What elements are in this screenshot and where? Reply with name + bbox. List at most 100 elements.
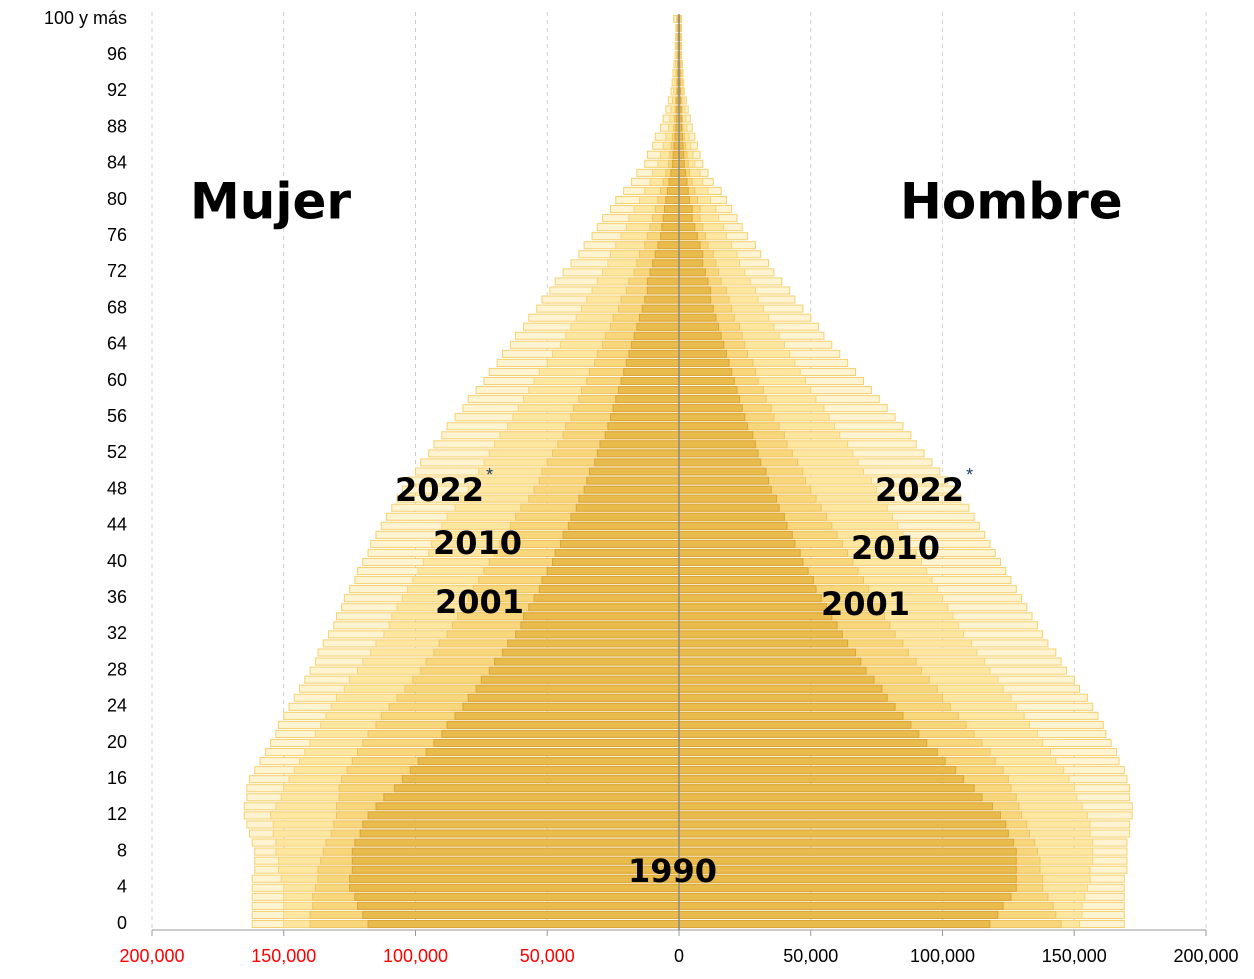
y-tick-label: 72 [107, 261, 127, 281]
bar [672, 150, 680, 159]
bar [475, 684, 680, 693]
bar [646, 277, 680, 286]
bar [678, 449, 759, 458]
bar [520, 621, 680, 630]
bar [678, 521, 788, 530]
bar [570, 512, 680, 521]
y-tick-label: 32 [107, 623, 127, 643]
bar [678, 612, 833, 621]
bar [678, 349, 727, 358]
bar [678, 539, 796, 548]
bar [636, 322, 680, 331]
x-tick-label: 100,000 [910, 946, 975, 966]
bar [362, 910, 680, 919]
bar [604, 431, 680, 440]
bar [641, 304, 680, 313]
bar [678, 395, 741, 404]
bar [678, 168, 687, 177]
bar [678, 431, 754, 440]
bar [678, 594, 822, 603]
series-label: 2022 [875, 471, 964, 509]
y-tick-label: 28 [107, 659, 127, 679]
bar [678, 530, 793, 539]
bar [533, 594, 680, 603]
bar [354, 892, 680, 901]
bar [678, 322, 720, 331]
bar [644, 295, 680, 304]
series-label: 2010 [851, 529, 940, 567]
bar [678, 711, 904, 720]
bar [678, 901, 1004, 910]
bar [678, 304, 714, 313]
bar [678, 331, 722, 340]
bar [678, 757, 946, 766]
bar [446, 720, 680, 729]
bar [678, 648, 857, 657]
bar [678, 376, 735, 386]
bar [678, 766, 957, 775]
bar [678, 802, 994, 811]
y-tick-label: 24 [107, 696, 127, 716]
y-tick-label: 92 [107, 80, 127, 100]
bar [678, 195, 691, 205]
bar [678, 494, 777, 503]
bar [393, 784, 680, 793]
bar [678, 567, 809, 576]
bar [661, 223, 680, 232]
bar [554, 548, 680, 557]
bar [662, 214, 680, 223]
y-tick-label: 44 [107, 515, 127, 535]
bar [678, 720, 912, 729]
bar [678, 503, 780, 512]
bar [678, 603, 828, 612]
bar [678, 485, 772, 494]
bar [623, 367, 680, 376]
bar [678, 829, 1009, 838]
bar [594, 458, 680, 467]
series-label: 2022 [395, 471, 484, 509]
series-note: * [966, 465, 973, 485]
bar [649, 268, 680, 277]
bar [615, 395, 680, 404]
bar [596, 449, 680, 458]
y-tick-label: 100 y más [44, 8, 127, 28]
bar [578, 494, 680, 503]
bar [678, 666, 867, 675]
y-tick-label: 84 [107, 153, 127, 173]
bar [678, 684, 883, 693]
series-label: 2010 [433, 524, 522, 562]
bar [678, 286, 712, 295]
bar [583, 485, 680, 494]
bar [665, 195, 680, 205]
bar [678, 413, 746, 422]
bar [678, 422, 749, 431]
y-tick-label: 36 [107, 587, 127, 607]
bar [541, 576, 680, 585]
bar [678, 295, 712, 304]
bar [678, 576, 814, 585]
y-tick-label: 40 [107, 551, 127, 571]
bar [625, 358, 680, 367]
bar [678, 784, 975, 793]
bar [678, 186, 689, 195]
bar [678, 856, 1017, 865]
series-label: 1990 [628, 852, 717, 890]
bar [612, 404, 680, 413]
bar [417, 757, 680, 766]
bar [678, 657, 862, 666]
bar [678, 838, 1015, 847]
bar [538, 585, 680, 594]
x-tick-label: 50,000 [783, 946, 838, 966]
bar [425, 748, 680, 757]
bar [678, 793, 983, 802]
x-tick-label: 150,000 [251, 946, 316, 966]
bar [678, 440, 756, 449]
bar [462, 702, 680, 711]
bar [678, 205, 693, 214]
bar [620, 376, 680, 386]
bar [515, 630, 680, 639]
bar [678, 639, 849, 648]
bar [678, 811, 1001, 820]
y-tick-label: 80 [107, 189, 127, 209]
bar [678, 458, 762, 467]
